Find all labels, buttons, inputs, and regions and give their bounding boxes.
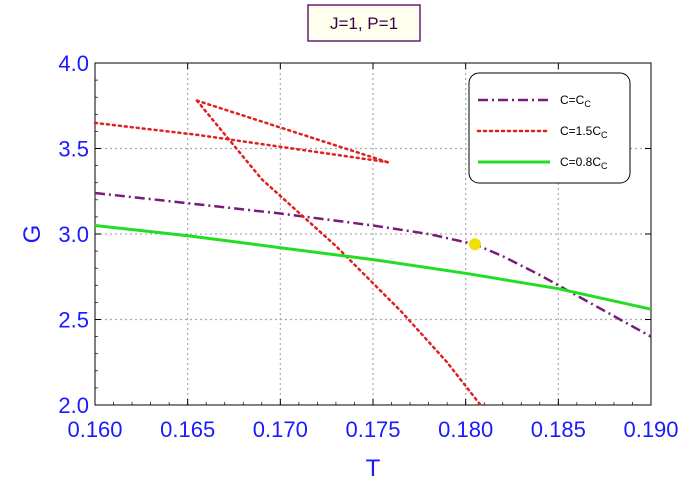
x-tick-label: 0.170	[253, 417, 308, 442]
y-tick-label: 2.0	[58, 393, 89, 418]
y-tick-label: 3.0	[58, 222, 89, 247]
x-tick-label: 0.190	[623, 417, 678, 442]
x-tick-label: 0.160	[67, 417, 122, 442]
y-tick-label: 4.0	[58, 51, 89, 76]
x-axis-title: T	[366, 455, 381, 482]
y-axis-title: G	[19, 225, 46, 244]
legend-label: C=1.5CC	[560, 124, 608, 140]
series-line	[94, 224, 652, 311]
series-line-segment	[195, 99, 390, 164]
series-line	[93, 121, 390, 164]
y-tick-label: 3.5	[58, 137, 89, 162]
legend: C=CC C=1.5CC C=0.8CC	[468, 72, 631, 184]
x-tick-label: 0.180	[438, 417, 493, 442]
title-box	[307, 4, 421, 42]
x-tick-label: 0.165	[160, 417, 215, 442]
y-tick-label: 2.5	[58, 308, 89, 333]
legend-label: C=0.8CC	[560, 155, 608, 171]
ticks: 0.160 0.165 0.170 0.175 0.180 0.185 0.190 2.0 2.…	[58, 51, 678, 442]
series-lines	[93, 99, 652, 407]
x-tick-label: 0.175	[345, 417, 400, 442]
critical-point-marker	[468, 238, 481, 251]
series-line-segment	[195, 99, 482, 407]
x-tick-label: 0.185	[531, 417, 586, 442]
legend-label: C=CC	[560, 93, 591, 109]
legend-box	[468, 72, 631, 184]
chart-title: J=1, P=1	[330, 14, 398, 33]
